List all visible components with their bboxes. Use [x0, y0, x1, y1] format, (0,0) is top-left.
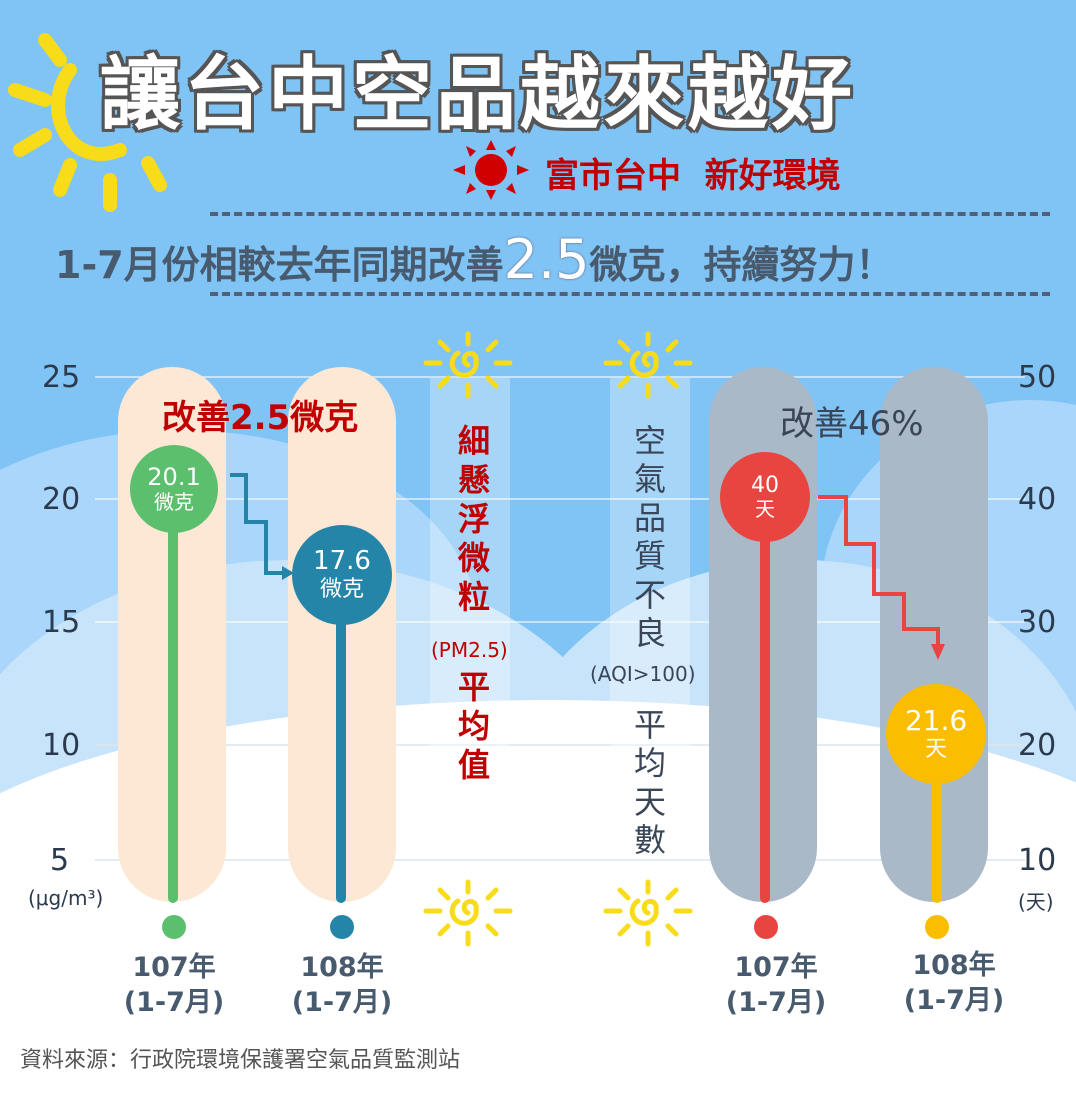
x-label-108-pm25: 108年 (1-7月)	[272, 950, 412, 1020]
unit: 微克	[154, 490, 194, 515]
left-axis-tick: 20	[42, 482, 81, 517]
decrease-arrow-icon	[818, 495, 945, 660]
right-axis-tick: 50	[1018, 360, 1057, 395]
title-band-aqi	[610, 378, 690, 748]
small-sun-icon	[603, 331, 693, 399]
aqi-subscript-label: (AQI>100)	[590, 662, 696, 686]
marker-107-aqi	[754, 915, 778, 939]
stem-107-pm25	[168, 520, 178, 903]
marker-108-pm25	[330, 915, 354, 939]
gridline	[95, 621, 1025, 623]
subtitle-pre: 1-7月份相較去年同期改善	[55, 243, 504, 287]
right-axis-tick: 30	[1018, 605, 1057, 640]
value-bubble-108-pm25: 17.6 微克	[292, 525, 392, 625]
x-label-107-aqi: 107年 (1-7月)	[706, 950, 846, 1020]
period: (1-7月)	[725, 987, 827, 1019]
unit: 天	[755, 497, 775, 522]
decrease-arrow-icon	[230, 473, 294, 580]
x-label-108-aqi: 108年 (1-7月)	[884, 948, 1024, 1018]
red-sun-icon	[453, 140, 529, 200]
divider-bottom	[210, 292, 1050, 296]
stem-108-aqi	[932, 770, 942, 903]
gridline	[95, 498, 1025, 500]
value: 21.6	[904, 704, 968, 738]
improvement-label-aqi: 改善46%	[780, 404, 924, 444]
year: 107年	[132, 952, 216, 983]
right-axis-unit: (天)	[1018, 890, 1054, 914]
period: (1-7月)	[123, 987, 225, 1019]
value-bubble-107-pm25: 20.1 微克	[130, 445, 218, 533]
left-axis-unit: (μg/m³)	[28, 886, 104, 910]
subtitle: 1-7月份相較去年同期改善2.5微克，持續努力！	[55, 228, 894, 291]
subtitle-number: 2.5	[503, 228, 590, 291]
slogan: 富市台中 新好環境	[545, 156, 841, 196]
unit: 天	[924, 737, 947, 763]
right-axis-tick: 10	[1018, 843, 1057, 878]
pm25-vertical-title-2: 平 均 值	[457, 668, 490, 785]
value: 17.6	[313, 546, 371, 577]
year: 108年	[912, 950, 996, 981]
gridline	[95, 859, 1025, 861]
divider-top	[210, 212, 1050, 216]
period: (1-7月)	[903, 985, 1005, 1017]
left-axis-tick: 5	[50, 843, 70, 878]
left-axis-tick: 25	[42, 360, 81, 395]
subtitle-post: 微克，持續努力！	[589, 243, 894, 287]
right-axis-tick: 20	[1018, 728, 1057, 763]
right-axis-tick: 40	[1018, 482, 1057, 517]
gridline	[95, 744, 1025, 746]
period: (1-7月)	[291, 987, 393, 1019]
aqi-vertical-title-2: 平 均 天 數	[633, 706, 666, 860]
small-sun-icon	[423, 331, 513, 399]
improvement-label-pm25: 改善2.5微克	[162, 398, 359, 438]
left-axis-tick: 15	[42, 605, 81, 640]
value-bubble-107-aqi: 40 天	[720, 452, 810, 542]
stem-107-aqi	[760, 530, 770, 903]
aqi-vertical-title: 空 氣 品 質 不 良	[633, 422, 666, 652]
value: 20.1	[147, 462, 201, 491]
stem-108-pm25	[336, 600, 346, 903]
page-title: 讓台中空品越來越好	[100, 48, 856, 141]
left-axis-tick: 10	[42, 728, 81, 763]
gridline	[95, 376, 1025, 378]
pm25-subscript-label: (PM2.5)	[431, 638, 508, 662]
unit: 微克	[319, 577, 364, 603]
marker-107-pm25	[162, 915, 186, 939]
year: 107年	[734, 952, 818, 983]
pm25-vertical-title: 細 懸 浮 微 粒	[457, 422, 490, 617]
data-source: 資料來源：行政院環境保護署空氣品質監測站	[20, 1048, 461, 1073]
x-label-107-pm25: 107年 (1-7月)	[104, 950, 244, 1020]
value: 40	[751, 472, 779, 498]
marker-108-aqi	[925, 915, 949, 939]
sun-icon	[8, 33, 167, 212]
title-band-pm25	[430, 378, 510, 818]
value-bubble-108-aqi: 21.6 天	[886, 684, 986, 784]
small-sun-icon	[423, 879, 513, 947]
year: 108年	[300, 952, 384, 983]
small-sun-icon	[603, 879, 693, 947]
